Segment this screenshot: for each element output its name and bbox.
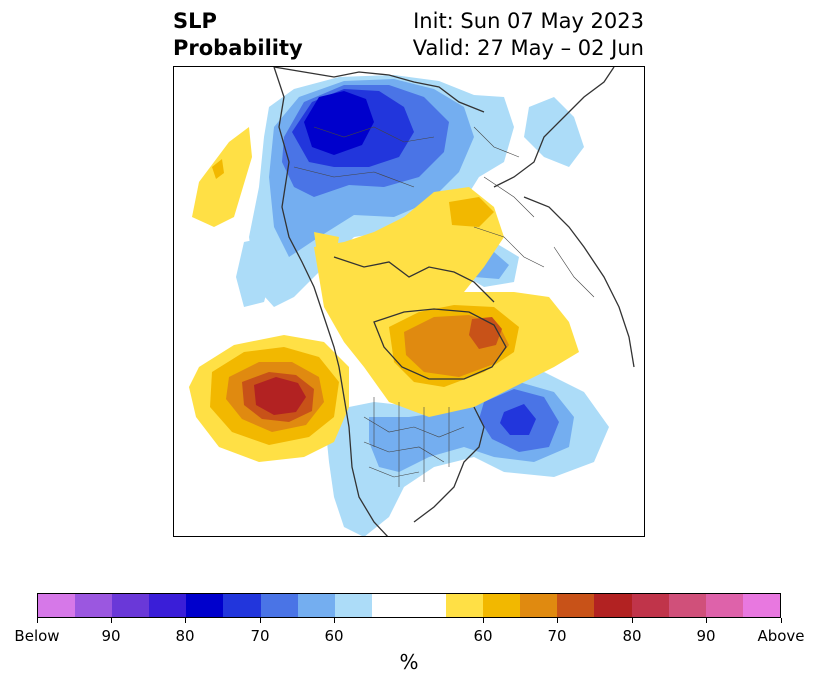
colorbar-tick-label: 90 xyxy=(696,627,716,645)
colorbar-tickmark xyxy=(260,618,261,623)
colorbar-tickmark xyxy=(483,618,484,623)
init-date: Init: Sun 07 May 2023 xyxy=(413,9,644,33)
above-norway-70 xyxy=(449,197,494,227)
below-atlantic-100 xyxy=(500,404,536,435)
below-arctic-60 xyxy=(236,237,274,307)
colorbar-tickmark xyxy=(334,618,335,623)
above-arctic-60 xyxy=(314,187,579,417)
colorbar-unit-label: % xyxy=(399,650,419,674)
colorbar-segment xyxy=(38,594,76,617)
colorbar-segment xyxy=(75,594,113,617)
colorbar-tickmark xyxy=(706,618,707,623)
colorbar-tick-label: 70 xyxy=(250,627,270,645)
colorbar-tickmark xyxy=(37,618,38,623)
colorbar-tick-label: 80 xyxy=(622,627,642,645)
colorbar-tickmark xyxy=(185,618,186,623)
colorbar-segment xyxy=(260,594,298,617)
colorbar-segment xyxy=(483,594,521,617)
colorbar-segment xyxy=(631,594,669,617)
colorbar-tickmark xyxy=(781,618,782,623)
above-alaska-60 xyxy=(314,232,339,267)
colorbar-segment xyxy=(334,594,372,617)
colorbar-tick-label: Above xyxy=(757,627,805,645)
colorbar-tickmark xyxy=(111,618,112,623)
colorbar-tick-label: 70 xyxy=(547,627,567,645)
probability-map xyxy=(189,67,635,536)
colorbar-tick-label: 80 xyxy=(175,627,195,645)
above-kamchatka-70 xyxy=(212,159,224,179)
colorbar-tick-label: 60 xyxy=(473,627,493,645)
title-product: Probability xyxy=(173,36,303,60)
map-panel xyxy=(173,66,645,537)
colorbar-tick-label: 60 xyxy=(324,627,344,645)
below-east-60 xyxy=(524,97,584,167)
colorbar-segment xyxy=(520,594,558,617)
colorbar-segment xyxy=(186,594,224,617)
coastlines xyxy=(273,67,635,536)
colorbar-segment xyxy=(557,594,595,617)
title-variable: SLP xyxy=(173,9,217,33)
colorbar-tick-label: Below xyxy=(14,627,60,645)
colorbar-segment xyxy=(446,594,484,617)
colorbar xyxy=(37,593,781,618)
colorbar-segment xyxy=(149,594,187,617)
title-right: Init: Sun 07 May 2023 Valid: 27 May – 02… xyxy=(413,8,644,62)
valid-range: Valid: 27 May – 02 Jun xyxy=(412,36,644,60)
colorbar-tick-label: 90 xyxy=(101,627,121,645)
colorbar-segment xyxy=(112,594,150,617)
colorbar-segment xyxy=(705,594,743,617)
below-siberia-100 xyxy=(304,91,374,155)
colorbar-tickmark xyxy=(632,618,633,623)
colorbar-segment xyxy=(223,594,261,617)
borders xyxy=(293,126,595,487)
colorbar-segment xyxy=(742,594,780,617)
colorbar-segment xyxy=(594,594,632,617)
title-left: SLP Probability xyxy=(173,8,303,62)
colorbar-segment xyxy=(371,594,409,617)
colorbar-segment xyxy=(408,594,447,617)
above-kamchatka-60 xyxy=(192,127,252,227)
colorbar-tickmark xyxy=(557,618,558,623)
above-pacific-100 xyxy=(254,377,306,415)
colorbar-segment xyxy=(668,594,706,617)
colorbar-segment xyxy=(297,594,335,617)
